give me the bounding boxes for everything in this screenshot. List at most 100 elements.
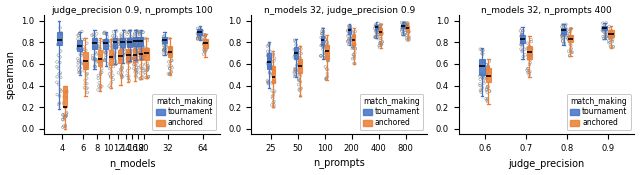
Point bbox=[397, 27, 408, 30]
Point bbox=[117, 52, 127, 55]
Point bbox=[317, 32, 328, 34]
Point bbox=[267, 67, 277, 70]
Point bbox=[598, 27, 608, 30]
Point bbox=[115, 57, 125, 60]
Point bbox=[60, 106, 70, 109]
Point bbox=[609, 34, 619, 37]
PathPatch shape bbox=[138, 37, 143, 46]
Point bbox=[605, 36, 615, 38]
Point bbox=[289, 70, 300, 73]
Point bbox=[108, 52, 118, 55]
Point bbox=[401, 27, 412, 30]
Point bbox=[483, 65, 493, 68]
Point bbox=[264, 58, 275, 61]
Point bbox=[115, 57, 125, 60]
Point bbox=[81, 65, 92, 68]
Point bbox=[108, 38, 118, 40]
Point bbox=[109, 46, 120, 49]
Point bbox=[402, 24, 412, 27]
Point bbox=[104, 43, 115, 45]
Point bbox=[201, 41, 211, 43]
Point bbox=[348, 32, 358, 34]
Point bbox=[560, 28, 570, 31]
Point bbox=[322, 41, 332, 43]
Point bbox=[118, 42, 129, 45]
Point bbox=[267, 95, 277, 98]
Point bbox=[476, 61, 486, 64]
Point bbox=[94, 40, 104, 43]
Point bbox=[396, 21, 406, 24]
Point bbox=[563, 37, 573, 39]
Point bbox=[375, 35, 385, 37]
Point bbox=[377, 40, 387, 43]
Point bbox=[343, 40, 353, 42]
Point bbox=[90, 51, 100, 54]
Point bbox=[295, 56, 305, 59]
Point bbox=[100, 39, 111, 42]
Point bbox=[196, 29, 207, 32]
Point bbox=[397, 33, 408, 36]
Point bbox=[291, 70, 301, 73]
Point bbox=[113, 71, 124, 74]
Point bbox=[141, 63, 151, 65]
Point bbox=[134, 31, 145, 34]
Point bbox=[90, 36, 100, 39]
Point bbox=[607, 33, 617, 36]
Point bbox=[316, 54, 326, 57]
Point bbox=[199, 47, 209, 49]
Point bbox=[475, 83, 485, 85]
PathPatch shape bbox=[113, 38, 117, 48]
Point bbox=[102, 33, 112, 35]
Point bbox=[108, 43, 118, 46]
Point bbox=[397, 25, 408, 27]
Point bbox=[483, 97, 493, 100]
Point bbox=[195, 36, 205, 39]
Point bbox=[137, 57, 147, 60]
Point bbox=[90, 64, 100, 67]
Point bbox=[294, 79, 305, 81]
Point bbox=[263, 82, 273, 84]
Point bbox=[478, 80, 488, 83]
Point bbox=[291, 58, 301, 60]
Point bbox=[109, 34, 120, 37]
Point bbox=[52, 61, 62, 63]
Point bbox=[565, 28, 575, 31]
Point bbox=[604, 40, 614, 42]
Point bbox=[376, 31, 387, 34]
Point bbox=[138, 31, 148, 33]
Point bbox=[129, 33, 140, 36]
Point bbox=[110, 60, 120, 62]
Point bbox=[59, 125, 69, 128]
PathPatch shape bbox=[561, 28, 566, 34]
Point bbox=[109, 44, 120, 47]
Point bbox=[516, 43, 526, 46]
Point bbox=[374, 27, 385, 30]
Point bbox=[89, 35, 99, 38]
Point bbox=[117, 48, 127, 51]
Point bbox=[517, 40, 527, 43]
Point bbox=[321, 39, 331, 41]
Point bbox=[369, 27, 380, 30]
Point bbox=[564, 30, 574, 33]
Point bbox=[296, 48, 306, 50]
Point bbox=[524, 71, 534, 74]
Point bbox=[59, 116, 69, 119]
Point bbox=[608, 36, 618, 38]
Point bbox=[564, 54, 575, 57]
Point bbox=[140, 71, 150, 74]
Point bbox=[196, 38, 207, 41]
Point bbox=[559, 34, 570, 37]
Point bbox=[399, 29, 410, 32]
Point bbox=[291, 51, 301, 54]
Point bbox=[119, 29, 129, 32]
Point bbox=[484, 60, 495, 62]
Point bbox=[564, 39, 574, 42]
Point bbox=[111, 62, 121, 65]
Point bbox=[317, 27, 328, 30]
Point bbox=[95, 86, 106, 89]
Point bbox=[124, 41, 134, 44]
Point bbox=[142, 68, 152, 71]
Point bbox=[131, 55, 141, 58]
Point bbox=[120, 37, 130, 40]
Point bbox=[101, 51, 111, 54]
